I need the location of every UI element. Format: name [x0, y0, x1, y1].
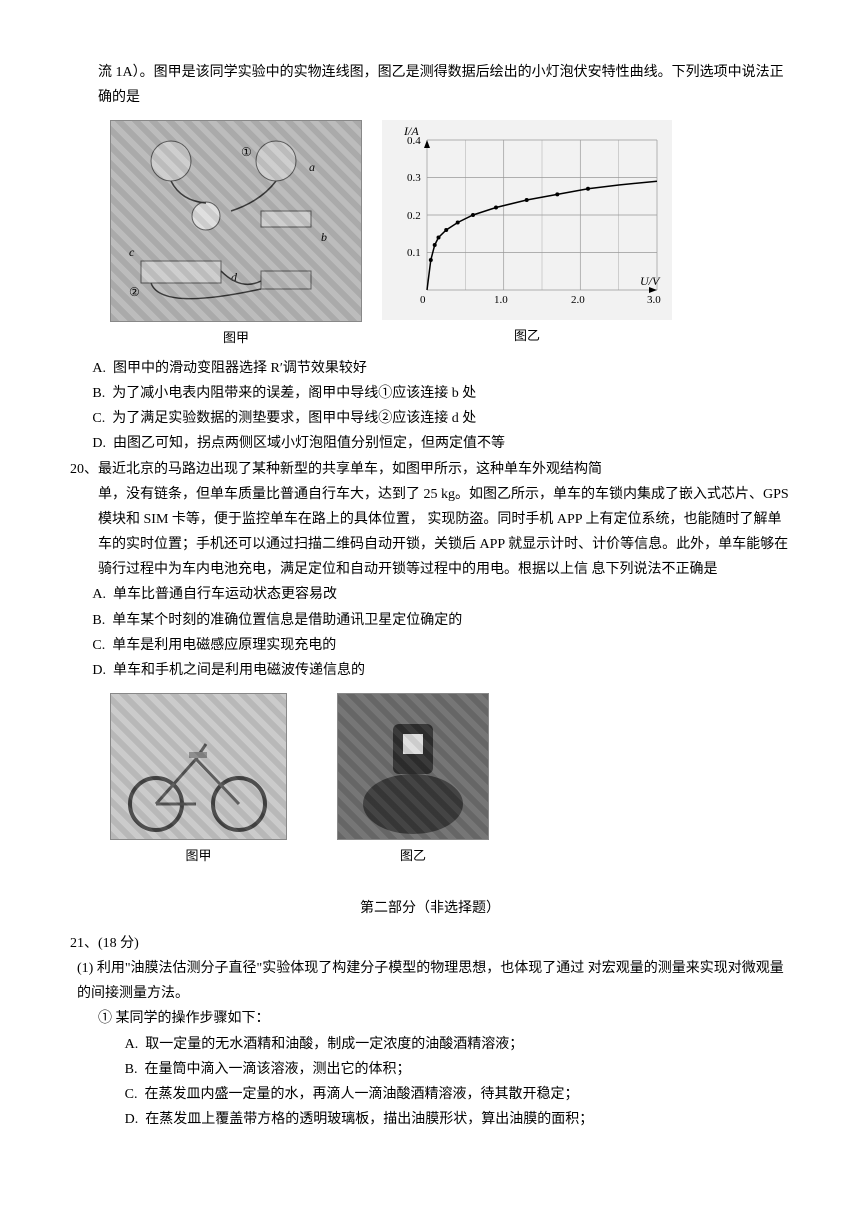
svg-text:①: ① [241, 145, 252, 159]
svg-text:②: ② [129, 285, 140, 299]
q21-step-b: B. 在量筒中滴入一滴该溶液，测出它的体积； [70, 1057, 790, 1082]
svg-text:3.0: 3.0 [647, 294, 661, 306]
intro-text: 流 1A）。图甲是该同学实验中的实物连线图，图乙是测得数据后绘出的小灯泡伏安特性… [70, 60, 790, 110]
q21-step-b-text: 在量筒中滴入一滴该溶液，测出它的体积； [144, 1062, 410, 1077]
q19-opt-b-text: 为了减小电表内阻带来的误差，阁甲中导线①应该连接 b 处 [112, 386, 476, 401]
svg-text:1.0: 1.0 [494, 294, 508, 306]
q19-opt-a-text: 图甲中的滑动变阻器选择 R′调节效果较好 [113, 361, 367, 376]
q19-opt-c: C. 为了满足实验数据的测垫要求，图甲中导线②应该连接 d 处 [70, 406, 790, 431]
part2-title: 第二部分（非选择题） [70, 896, 790, 921]
iv-chart: I/A 0.4 0.3 0.2 0.1 0 1.0 2.0 3.0 U/V [382, 120, 672, 320]
svg-text:0.1: 0.1 [407, 247, 421, 259]
bike-cap-a: 图甲 [110, 844, 287, 867]
q20-body: 单，没有链条，但单车质量比普通自行车大，达到了 25 kg。如图乙所示，单车的车… [70, 482, 790, 583]
svg-text:U/V: U/V [640, 274, 661, 288]
q20-opt-a: A. 单车比普通自行车运动状态更容易改 [70, 582, 790, 607]
q19-opt-d: D. 由图乙可知，拐点两侧区域小灯泡阻值分别恒定，但两定值不等 [70, 431, 790, 456]
q21-step-d: D. 在蒸发皿上覆盖带方格的透明玻璃板，描出油膜形状，算出油膜的面积； [70, 1107, 790, 1132]
bike-cap-b: 图乙 [337, 844, 489, 867]
chart-caption: 图乙 [382, 324, 672, 347]
q20: 20、 最近北京的马路边出现了某种新型的共享单车，如图甲所示，这种单车外观结构简 [70, 457, 790, 482]
chart-fig: I/A 0.4 0.3 0.2 0.1 0 1.0 2.0 3.0 U/V [382, 120, 672, 347]
svg-text:0.3: 0.3 [407, 172, 421, 184]
q21-step-c: C. 在蒸发皿内盛一定量的水，再滴人一滴油酸酒精溶液，待其散开稳定； [70, 1082, 790, 1107]
q20-opt-a-text: 单车比普通自行车运动状态更容易改 [113, 587, 337, 602]
svg-text:b: b [321, 230, 327, 244]
q20-opt-b-text: 单车某个时刻的准确位置信息是借助通讯卫星定位确定的 [112, 613, 462, 628]
circuit-caption: 图甲 [110, 326, 362, 349]
q19-opt-c-text: 为了满足实验数据的测垫要求，图甲中导线②应该连接 d 处 [112, 411, 476, 426]
svg-text:0: 0 [420, 294, 426, 306]
svg-text:2.0: 2.0 [571, 294, 585, 306]
lock-photo [337, 693, 489, 840]
q20-opt-d: D. 单车和手机之间是利用电磁波传递信息的 [70, 658, 790, 683]
svg-text:a: a [309, 160, 315, 174]
circuit-fig: ① a b c d ② 图甲 [110, 120, 362, 349]
figure-row-1: ① a b c d ② 图甲 [110, 120, 790, 349]
svg-text:0.2: 0.2 [407, 210, 421, 222]
q21-step-a-text: 取一定量的无水酒精和油酸，制成一定浓度的油酸酒精溶液； [145, 1037, 523, 1052]
q20-num: 20、 [70, 457, 98, 482]
q21-step-d-text: 在蒸发皿上覆盖带方格的透明玻璃板，描出油膜形状，算出油膜的面积； [145, 1112, 593, 1127]
q20-opt-b: B. 单车某个时刻的准确位置信息是借助通讯卫星定位确定的 [70, 608, 790, 633]
bike-fig-b: 图乙 [337, 693, 489, 867]
q20-opt-d-text: 单车和手机之间是利用电磁波传递信息的 [113, 663, 365, 678]
bike-fig-a: 图甲 [110, 693, 287, 867]
svg-text:d: d [231, 270, 238, 284]
q21-step-c-text: 在蒸发皿内盛一定量的水，再滴人一滴油酸酒精溶液，待其散开稳定； [144, 1087, 578, 1102]
q20-opt-c-text: 单车是利用电磁感应原理实现充电的 [112, 638, 336, 653]
q19-opt-a: A. 图甲中的滑动变阻器选择 R′调节效果较好 [70, 356, 790, 381]
q19-opt-d-text: 由图乙可知，拐点两侧区域小灯泡阻值分别恒定，但两定值不等 [113, 436, 505, 451]
bike-photo [110, 693, 287, 840]
q20-opt-c: C. 单车是利用电磁感应原理实现充电的 [70, 633, 790, 658]
q21-num: 21、(18 分) [70, 931, 790, 956]
q21-step-a: A. 取一定量的无水酒精和油酸，制成一定浓度的油酸酒精溶液； [70, 1032, 790, 1057]
q19-opt-b: B. 为了减小电表内阻带来的误差，阁甲中导线①应该连接 b 处 [70, 381, 790, 406]
svg-text:0.4: 0.4 [407, 135, 421, 147]
figure-row-2: 图甲 图乙 [110, 693, 790, 867]
q20-lead: 最近北京的马路边出现了某种新型的共享单车，如图甲所示，这种单车外观结构简 [98, 457, 790, 482]
q21-sub1: (1) 利用"油膜法估测分子直径"实验体现了构建分子模型的物理思想，也体现了通过… [70, 956, 790, 1006]
svg-text:c: c [129, 245, 135, 259]
circuit-photo: ① a b c d ② [110, 120, 362, 322]
q21-step-lead: ① 某同学的操作步骤如下： [70, 1006, 790, 1031]
